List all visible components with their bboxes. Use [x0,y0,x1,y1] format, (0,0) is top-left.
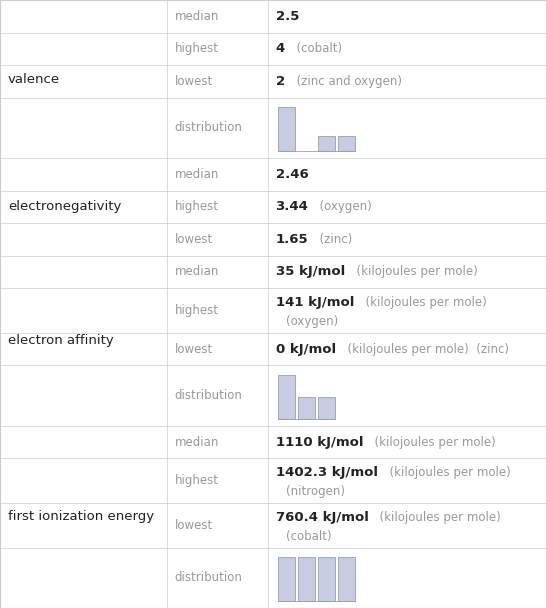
Text: 4: 4 [276,43,285,55]
Text: electronegativity: electronegativity [8,201,121,213]
Text: lowest: lowest [175,233,213,246]
Text: (kilojoules per mole): (kilojoules per mole) [367,435,496,449]
Text: lowest: lowest [175,519,213,532]
Text: lowest: lowest [175,75,213,88]
Text: (zinc): (zinc) [312,233,352,246]
Text: 3.44: 3.44 [276,201,308,213]
Bar [277,375,294,418]
Text: 141 kJ/mol: 141 kJ/mol [276,296,354,309]
Text: (cobalt): (cobalt) [286,530,331,543]
Text: 1110 kJ/mol: 1110 kJ/mol [276,435,363,449]
Text: (cobalt): (cobalt) [289,43,342,55]
Text: (kilojoules per mole)  (zinc): (kilojoules per mole) (zinc) [340,342,509,356]
Text: distribution: distribution [175,572,242,584]
Text: (kilojoules per mole): (kilojoules per mole) [358,296,486,309]
Bar [337,136,354,151]
Text: distribution: distribution [175,389,242,402]
Text: 2.46: 2.46 [276,168,308,181]
Bar [337,558,354,601]
Text: median: median [175,10,219,22]
Text: 760.4 kJ/mol: 760.4 kJ/mol [276,511,369,523]
Text: median: median [175,435,219,449]
Text: (oxygen): (oxygen) [286,315,338,328]
Text: median: median [175,266,219,278]
Text: (nitrogen): (nitrogen) [286,485,345,499]
Text: 1402.3 kJ/mol: 1402.3 kJ/mol [276,466,377,479]
Text: (kilojoules per mole): (kilojoules per mole) [382,466,511,479]
Text: (kilojoules per mole): (kilojoules per mole) [349,266,478,278]
Text: first ionization energy: first ionization energy [8,510,154,523]
Text: 35 kJ/mol: 35 kJ/mol [276,266,345,278]
Text: 2: 2 [276,75,284,88]
Bar [277,107,294,151]
Text: highest: highest [175,43,218,55]
Text: 0 kJ/mol: 0 kJ/mol [276,342,336,356]
Text: distribution: distribution [175,122,242,134]
Bar [298,558,314,601]
Text: median: median [175,168,219,181]
Text: (zinc and oxygen): (zinc and oxygen) [289,75,402,88]
Text: electron affinity: electron affinity [8,334,114,347]
Bar [277,558,294,601]
Text: valence: valence [8,72,60,86]
Text: lowest: lowest [175,342,213,356]
Text: highest: highest [175,201,218,213]
Text: (oxygen): (oxygen) [312,201,372,213]
Bar [298,397,314,418]
Text: (kilojoules per mole): (kilojoules per mole) [372,511,501,523]
Text: highest: highest [175,474,218,487]
Text: 2.5: 2.5 [276,10,299,22]
Bar [318,397,335,418]
Bar [318,558,335,601]
Text: 1.65: 1.65 [276,233,308,246]
Bar [318,136,335,151]
Text: highest: highest [175,304,218,317]
